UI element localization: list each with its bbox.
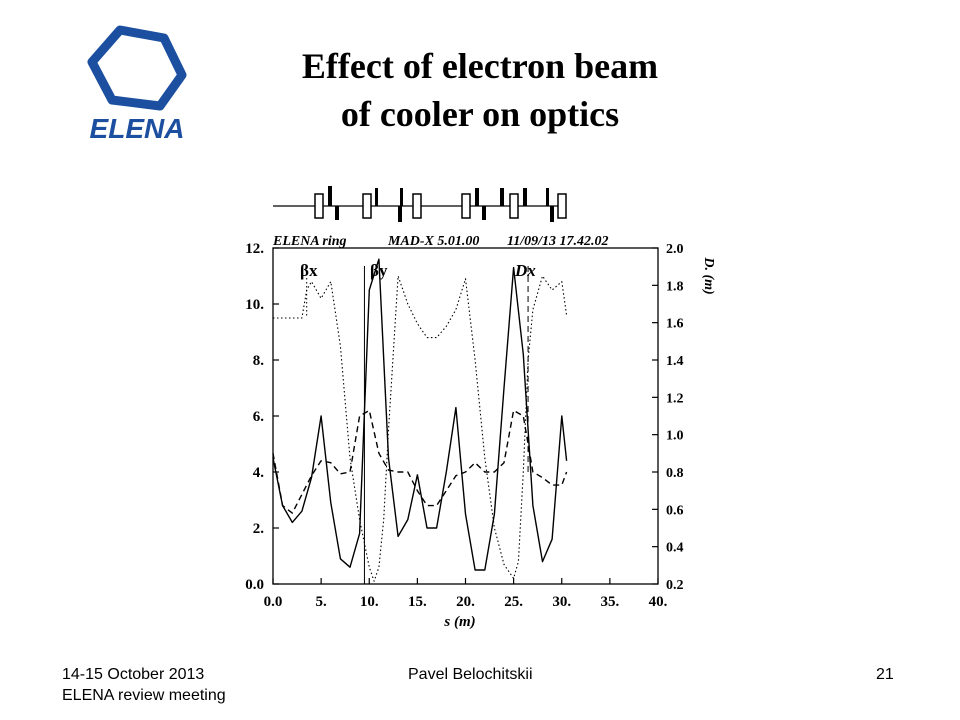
y2-tick-label: 1.6 (666, 317, 684, 332)
page-number: 21 (876, 666, 894, 683)
logo-hexagon (87, 25, 187, 111)
x-tick-label: 5. (316, 594, 328, 610)
y2-tick-label: 0.8 (666, 466, 684, 481)
chart-header-right: 11/09/13 17.42.02 (507, 234, 609, 249)
x-tick-label: 35. (601, 594, 620, 610)
y-tick-label: 2. (253, 521, 265, 537)
y2-tick-label: 0.4 (666, 541, 684, 556)
y2-axis-label: D. (m) (701, 256, 716, 294)
footer-author: Pavel Belochitskii (408, 666, 533, 683)
footer-date: 14-15 October 2013 (62, 666, 205, 683)
legend-beta-x: βx (300, 261, 318, 280)
legend-markers (306, 266, 529, 584)
plot-frame (272, 247, 659, 585)
x-tick-label: 30. (552, 594, 571, 610)
chart-header-left: ELENA ring (272, 234, 347, 249)
series-lines (272, 258, 568, 582)
y2-tick-label: 1.8 (666, 279, 684, 294)
y-tick-label: 8. (253, 353, 265, 369)
title-line-1: Effect of electron beam (301, 46, 659, 86)
lattice-strip (273, 186, 567, 222)
axis-ticks (272, 247, 659, 585)
x-tick-labels: 0.0 5. 10. 15. 20. 25. 30. 35. 40. (264, 594, 668, 610)
x-tick-label: 25. (504, 594, 523, 610)
series-line-beta-y (273, 275, 568, 582)
y2-tick-labels: 0.2 0.4 0.6 0.8 1.0 1.2 1.4 1.6 1.8 2.0 (666, 242, 684, 593)
footer-event: ELENA review meeting (62, 687, 226, 704)
y2-tick-label: 1.0 (666, 429, 684, 444)
x-axis-label: s (m) (443, 614, 475, 630)
chart-header-mid: MAD-X 5.01.00 (387, 234, 479, 249)
elena-logo: ELENA (87, 25, 187, 144)
title-line-2: of cooler on optics (340, 94, 620, 134)
optics-chart: ELENA ring MAD-X 5.01.00 11/09/13 17.42.… (245, 186, 716, 630)
y2-tick-label: 2.0 (666, 242, 684, 257)
y-tick-label: 6. (253, 409, 265, 425)
y2-tick-label: 1.4 (666, 354, 684, 369)
x-tick-label: 15. (408, 594, 427, 610)
y-tick-labels: 0.0 2. 4. 6. 8. 10. 12. (245, 241, 264, 593)
slide-title: Effect of electron beam of cooler on opt… (230, 42, 730, 138)
y-tick-label: 4. (253, 465, 265, 481)
x-tick-label: 10. (360, 594, 379, 610)
series-line-disp (272, 409, 568, 514)
legend-beta-y: βy (370, 261, 388, 280)
y2-tick-label: 1.2 (666, 391, 684, 406)
footer-date-event: 14-15 October 2013 ELENA review meeting (62, 664, 226, 706)
x-tick-label: 20. (456, 594, 475, 610)
logo-text: ELENA (90, 113, 185, 144)
x-tick-label: 0.0 (264, 594, 283, 610)
y-tick-label: 10. (245, 297, 264, 313)
y2-tick-label: 0.2 (666, 578, 684, 593)
y-tick-label: 12. (245, 241, 264, 257)
y-tick-label: 0.0 (245, 577, 264, 593)
series-line-beta-x (272, 258, 568, 571)
x-tick-label: 40. (649, 594, 668, 610)
legend-disp: Dx (514, 261, 536, 280)
y2-tick-label: 0.6 (666, 503, 684, 518)
